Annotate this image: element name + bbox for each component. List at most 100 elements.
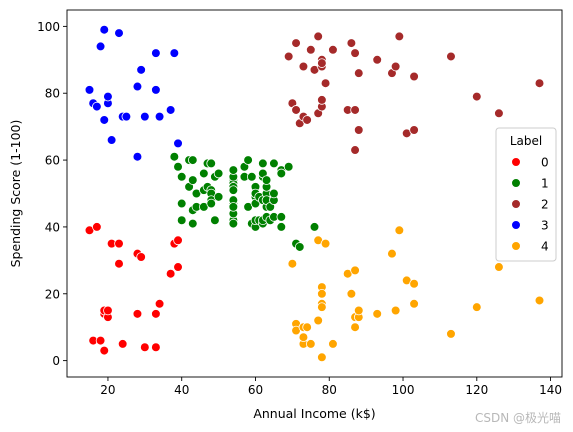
data-point-label-2 bbox=[317, 95, 327, 105]
data-point-label-1 bbox=[199, 168, 209, 179]
y-tick-label: 20 bbox=[45, 287, 60, 301]
data-point-label-4 bbox=[471, 302, 482, 312]
data-point-label-4 bbox=[302, 322, 312, 332]
data-point-label-4 bbox=[287, 258, 298, 269]
data-point-label-2 bbox=[346, 38, 357, 48]
y-tick-label: 80 bbox=[45, 87, 60, 101]
data-point-label-1 bbox=[213, 192, 224, 202]
data-point-label-1 bbox=[176, 171, 187, 182]
data-point-label-4 bbox=[328, 339, 338, 349]
data-point-label-0 bbox=[173, 235, 183, 246]
data-point-label-2 bbox=[350, 48, 360, 58]
x-tick-label: 60 bbox=[248, 383, 263, 397]
data-point-label-1 bbox=[228, 165, 239, 175]
x-tick-label: 20 bbox=[100, 383, 115, 397]
data-point-label-0 bbox=[114, 258, 124, 269]
data-point-label-0 bbox=[117, 339, 128, 349]
data-point-label-1 bbox=[246, 171, 257, 182]
data-point-label-3 bbox=[136, 65, 146, 75]
legend-marker-3 bbox=[511, 220, 521, 230]
data-point-label-1 bbox=[187, 175, 198, 185]
data-point-label-3 bbox=[95, 41, 106, 52]
data-point-label-3 bbox=[165, 105, 176, 115]
data-point-label-4 bbox=[494, 262, 504, 272]
data-point-label-2 bbox=[409, 71, 419, 82]
data-point-label-0 bbox=[95, 335, 106, 346]
data-point-label-3 bbox=[99, 115, 110, 125]
data-point-label-4 bbox=[409, 278, 419, 289]
data-point-label-1 bbox=[258, 158, 268, 169]
data-point-label-3 bbox=[92, 101, 102, 112]
data-point-label-3 bbox=[132, 151, 143, 162]
data-point-label-3 bbox=[132, 81, 143, 92]
data-point-label-4 bbox=[317, 288, 327, 299]
data-point-label-4 bbox=[313, 315, 323, 326]
data-point-label-2 bbox=[317, 58, 327, 68]
data-point-label-3 bbox=[173, 138, 183, 149]
data-point-label-1 bbox=[187, 218, 198, 229]
data-point-label-2 bbox=[494, 108, 504, 119]
data-point-label-4 bbox=[387, 248, 397, 259]
data-point-label-2 bbox=[409, 125, 419, 135]
data-point-label-1 bbox=[261, 175, 272, 185]
data-point-label-2 bbox=[353, 68, 364, 78]
y-tick-label: 0 bbox=[52, 354, 60, 368]
data-point-label-3 bbox=[151, 48, 161, 58]
data-point-label-1 bbox=[169, 151, 180, 162]
y-tick-label: 60 bbox=[45, 154, 60, 168]
data-point-label-3 bbox=[114, 28, 124, 38]
data-point-label-4 bbox=[350, 322, 360, 332]
data-point-label-1 bbox=[206, 158, 217, 169]
data-point-label-3 bbox=[121, 111, 132, 122]
data-point-label-2 bbox=[394, 31, 405, 42]
data-point-label-3 bbox=[84, 85, 95, 95]
data-point-label-4 bbox=[394, 225, 405, 236]
data-point-label-0 bbox=[173, 262, 183, 272]
legend-title: Label bbox=[510, 134, 542, 148]
watermark: CSDN @极光喵 bbox=[474, 411, 561, 425]
x-tick-label: 140 bbox=[539, 383, 562, 397]
data-point-label-4 bbox=[446, 329, 456, 339]
legend-marker-2 bbox=[511, 199, 521, 209]
data-point-label-2 bbox=[291, 105, 301, 115]
legend-marker-1 bbox=[511, 178, 521, 188]
data-point-label-1 bbox=[243, 155, 253, 165]
data-point-label-2 bbox=[350, 145, 360, 155]
data-point-label-1 bbox=[309, 222, 320, 232]
data-point-label-3 bbox=[106, 135, 117, 145]
data-point-label-1 bbox=[187, 155, 198, 165]
y-tick-label: 100 bbox=[37, 20, 60, 34]
data-point-label-1 bbox=[294, 242, 305, 252]
data-point-label-0 bbox=[154, 299, 165, 309]
data-point-label-1 bbox=[276, 168, 287, 179]
y-axis-label: Spending Score (1-100) bbox=[8, 120, 23, 268]
data-point-label-1 bbox=[210, 215, 220, 226]
data-point-label-1 bbox=[213, 168, 224, 179]
legend-label-3: 3 bbox=[541, 219, 549, 233]
legend-label-4: 4 bbox=[541, 240, 549, 254]
data-point-label-1 bbox=[206, 198, 217, 209]
x-tick-label: 40 bbox=[174, 383, 189, 397]
data-point-label-1 bbox=[176, 215, 187, 226]
data-point-label-1 bbox=[276, 222, 287, 232]
data-point-label-4 bbox=[534, 295, 545, 306]
x-axis-label: Annual Income (k$) bbox=[253, 406, 375, 421]
y-tick-label: 40 bbox=[45, 220, 60, 234]
data-point-label-4 bbox=[317, 302, 327, 312]
data-point-label-2 bbox=[328, 44, 338, 55]
data-point-label-0 bbox=[103, 305, 113, 316]
data-point-label-3 bbox=[140, 111, 150, 122]
data-point-label-2 bbox=[353, 125, 364, 135]
data-points bbox=[84, 24, 545, 363]
legend: Label 0 1 2 3 4 bbox=[495, 127, 557, 262]
data-point-label-3 bbox=[103, 91, 113, 102]
data-point-label-4 bbox=[320, 238, 331, 249]
data-point-label-0 bbox=[136, 252, 146, 262]
data-point-label-0 bbox=[99, 345, 110, 356]
data-point-label-2 bbox=[291, 38, 301, 48]
data-point-label-0 bbox=[165, 268, 176, 279]
x-tick-label: 120 bbox=[465, 383, 488, 397]
